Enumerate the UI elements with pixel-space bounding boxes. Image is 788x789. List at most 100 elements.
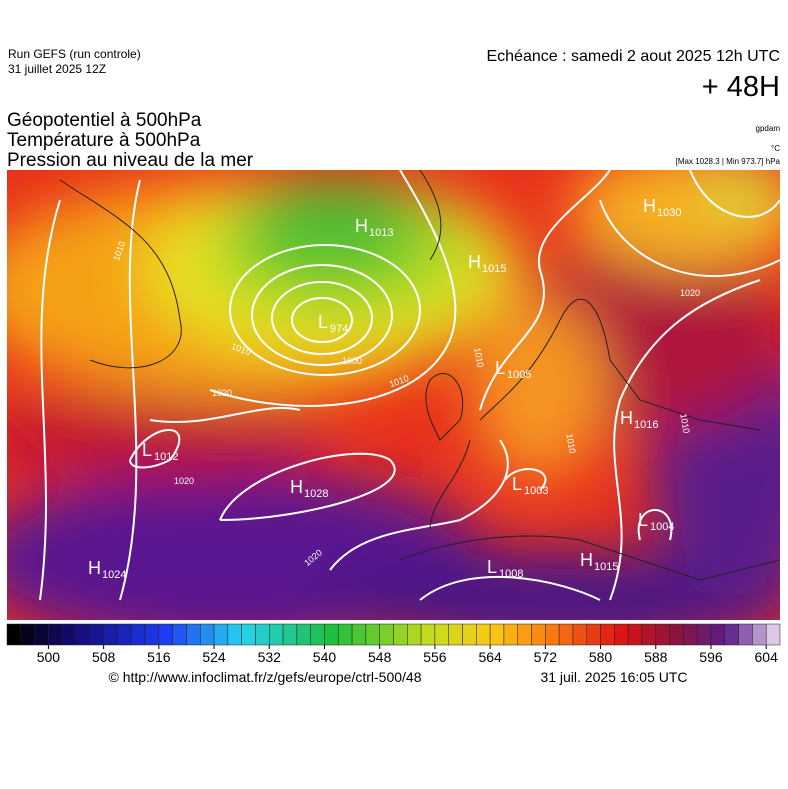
colorbar-swatch	[627, 623, 643, 646]
field-label: Pression au niveau de la mer	[7, 150, 254, 171]
run-date: 31 juillet 2025 12Z	[8, 62, 106, 76]
center-value: 1028	[304, 488, 328, 500]
colorbar-swatch	[752, 623, 767, 646]
isobars	[39, 170, 780, 601]
colorbar-swatch	[34, 623, 49, 646]
colorbar-tick-label: 508	[92, 649, 116, 665]
center-value: 1013	[369, 227, 393, 239]
colorbar-swatch	[213, 623, 229, 646]
center-value: 974	[330, 323, 348, 335]
center-type: L	[495, 358, 505, 378]
colorbar-swatch	[296, 623, 311, 646]
colorbar-tick-label: 524	[202, 649, 226, 665]
colorbar-tick-label: 532	[258, 649, 282, 665]
colorbar-swatch	[448, 623, 463, 646]
colorbar-tick-label: 556	[423, 649, 447, 665]
pressure-center: H 1015	[468, 252, 506, 275]
pressure-center: L 1004	[638, 510, 674, 533]
colorbar-tick-label: 580	[589, 649, 613, 665]
issue-time: 31 juil. 2025 16:05 UTC	[540, 669, 687, 685]
center-value: 1005	[507, 369, 531, 381]
colorbar-swatch	[738, 623, 753, 646]
center-value: 1030	[657, 207, 681, 219]
colorbar-tick-label: 572	[534, 649, 558, 665]
colorbar-swatch	[393, 623, 408, 646]
center-type: L	[487, 557, 497, 577]
colorbar-swatch	[710, 623, 726, 646]
colorbar-swatch	[586, 623, 601, 646]
center-type: L	[638, 510, 648, 530]
colorbar-tick-label: 540	[313, 649, 337, 665]
isobar-label: 1010	[678, 413, 691, 434]
valid-time: Echéance : samedi 2 aout 2025 12h UTC	[486, 48, 780, 65]
colorbar-swatch	[103, 623, 118, 646]
center-value: 1012	[154, 451, 178, 463]
colorbar-swatch	[503, 623, 518, 646]
colorbar-swatch	[172, 623, 187, 646]
colorbar-tick-label: 596	[699, 649, 723, 665]
isobar-label: 1010	[472, 347, 485, 368]
unit-label: gpdam	[756, 124, 781, 133]
isobar-label: 1020	[174, 476, 194, 486]
colorbar-swatch	[379, 623, 394, 646]
colorbar-swatch	[48, 623, 63, 646]
colorbar-swatch	[489, 623, 505, 646]
pressure-center: L 1003	[512, 474, 548, 497]
colorbar-swatch	[765, 623, 781, 646]
colorbar-swatch	[144, 623, 160, 646]
pressure-center: H 1016	[620, 408, 658, 431]
pressure-center: H 1015	[580, 550, 618, 573]
pressure-center: L 1012	[142, 440, 178, 463]
center-type: L	[318, 312, 328, 332]
center-value: 1015	[594, 561, 618, 573]
colorbar-swatch	[20, 623, 35, 646]
unit-label: [Max 1028.3 | Min 973.7] hPa	[676, 157, 781, 166]
isobar-label: 1020	[212, 388, 232, 398]
pressure-center: L 1008	[487, 557, 523, 580]
colorbar-tick-label: 548	[368, 649, 392, 665]
colorbar-swatch	[6, 623, 22, 646]
run-label: Run GEFS (run controle)	[8, 47, 141, 61]
colorbar-swatch	[282, 623, 298, 646]
center-value: 1003	[524, 485, 548, 497]
isobar-label: 1000	[342, 356, 362, 366]
colorbar-swatch	[434, 623, 449, 646]
lead-time: + 48H	[702, 71, 780, 103]
colorbar-tick-label: 564	[478, 649, 502, 665]
colorbar-swatch	[255, 623, 270, 646]
center-type: L	[512, 474, 522, 494]
colorbar-swatch	[683, 623, 698, 646]
colorbar: 500 508 516 524 532 540 548 556 564 572 580 588 596 6…	[6, 623, 781, 665]
colorbar-swatch	[696, 623, 712, 646]
pressure-center: L 1005	[495, 358, 531, 381]
colorbar-swatch	[89, 623, 104, 646]
colorbar-swatch	[462, 623, 477, 646]
colorbar-swatch	[614, 623, 629, 646]
coastlines	[59, 170, 780, 581]
isobar-label: 1020	[680, 288, 700, 298]
colorbar-swatch	[241, 623, 256, 646]
colorbar-swatch	[531, 623, 546, 646]
colorbar-swatch	[558, 623, 574, 646]
center-type: H	[620, 408, 633, 428]
colorbar-swatch	[324, 623, 339, 646]
center-type: L	[142, 440, 152, 460]
pressure-center: H 1024	[88, 558, 126, 581]
colorbar-swatch	[158, 623, 173, 646]
colorbar-swatch	[365, 623, 380, 646]
colorbar-swatch	[724, 623, 739, 646]
colorbar-swatch	[200, 623, 215, 646]
colorbar-swatch	[572, 623, 587, 646]
colorbar-swatch	[130, 623, 146, 646]
colorbar-swatch	[669, 623, 684, 646]
colorbar-swatch	[545, 623, 560, 646]
colorbar-swatch	[655, 623, 670, 646]
center-type: H	[88, 558, 101, 578]
field-label: Géopotentiel à 500hPa	[7, 110, 202, 131]
field-label: Température à 500hPa	[7, 130, 201, 151]
colorbar-swatch	[117, 623, 132, 646]
center-type: H	[290, 477, 303, 497]
center-type: H	[468, 252, 481, 272]
center-value: 1004	[650, 521, 674, 533]
